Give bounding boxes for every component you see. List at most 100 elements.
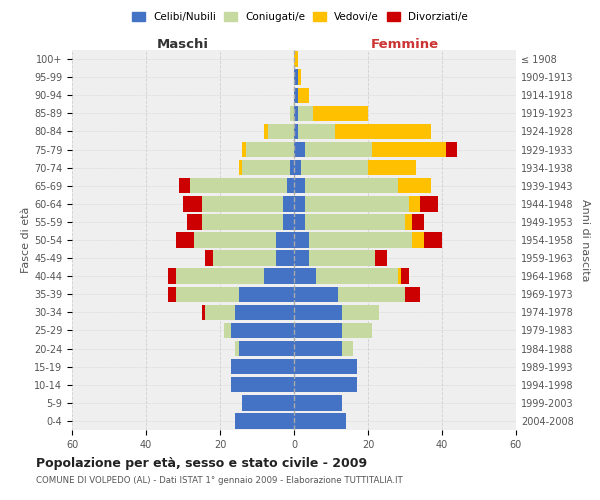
Bar: [294, 160, 301, 176]
Bar: [342, 323, 372, 338]
Bar: [368, 160, 416, 176]
Bar: [398, 178, 431, 194]
Bar: [313, 106, 368, 121]
Bar: [202, 214, 283, 230]
Bar: [194, 232, 275, 248]
Bar: [294, 124, 298, 139]
Bar: [342, 341, 353, 356]
Bar: [202, 196, 283, 212]
Bar: [179, 178, 190, 194]
Bar: [305, 214, 405, 230]
Bar: [316, 268, 398, 284]
Bar: [412, 214, 424, 230]
Bar: [294, 341, 342, 356]
Bar: [275, 232, 294, 248]
Bar: [420, 196, 438, 212]
Text: COMUNE DI VOLPEDO (AL) - Dati ISTAT 1° gennaio 2009 - Elaborazione TUTTITALIA.IT: COMUNE DI VOLPEDO (AL) - Dati ISTAT 1° g…: [36, 476, 403, 485]
Bar: [294, 88, 298, 103]
Bar: [309, 232, 412, 248]
Bar: [242, 160, 290, 176]
Bar: [298, 88, 309, 103]
Bar: [294, 214, 305, 230]
Bar: [335, 124, 431, 139]
Bar: [294, 377, 357, 392]
Bar: [398, 268, 401, 284]
Bar: [235, 414, 294, 428]
Bar: [176, 286, 239, 302]
Bar: [287, 178, 294, 194]
Bar: [409, 196, 420, 212]
Bar: [283, 214, 294, 230]
Bar: [275, 250, 294, 266]
Text: Popolazione per età, sesso e stato civile - 2009: Popolazione per età, sesso e stato civil…: [36, 458, 367, 470]
Bar: [294, 70, 298, 85]
Bar: [372, 142, 446, 157]
Bar: [446, 142, 457, 157]
Bar: [290, 160, 294, 176]
Bar: [168, 286, 176, 302]
Bar: [401, 268, 409, 284]
Y-axis label: Anni di nascita: Anni di nascita: [580, 198, 590, 281]
Bar: [294, 304, 342, 320]
Bar: [294, 414, 346, 428]
Bar: [239, 341, 294, 356]
Bar: [190, 178, 287, 194]
Bar: [242, 142, 246, 157]
Bar: [294, 106, 298, 121]
Bar: [235, 304, 294, 320]
Bar: [205, 250, 212, 266]
Bar: [298, 70, 301, 85]
Bar: [342, 304, 379, 320]
Bar: [412, 232, 424, 248]
Bar: [202, 304, 205, 320]
Legend: Celibi/Nubili, Coniugati/e, Vedovi/e, Divorziati/e: Celibi/Nubili, Coniugati/e, Vedovi/e, Di…: [128, 8, 472, 26]
Bar: [168, 268, 176, 284]
Bar: [294, 250, 309, 266]
Bar: [265, 124, 268, 139]
Bar: [376, 250, 386, 266]
Bar: [305, 178, 398, 194]
Bar: [224, 323, 231, 338]
Bar: [298, 106, 313, 121]
Bar: [265, 268, 294, 284]
Bar: [294, 359, 357, 374]
Bar: [212, 250, 275, 266]
Bar: [294, 52, 298, 66]
Bar: [246, 142, 294, 157]
Bar: [294, 142, 305, 157]
Bar: [294, 232, 309, 248]
Text: Femmine: Femmine: [371, 38, 439, 51]
Bar: [231, 323, 294, 338]
Bar: [405, 214, 412, 230]
Bar: [205, 304, 235, 320]
Bar: [294, 196, 305, 212]
Text: Maschi: Maschi: [157, 38, 209, 51]
Y-axis label: Fasce di età: Fasce di età: [21, 207, 31, 273]
Bar: [231, 377, 294, 392]
Bar: [283, 196, 294, 212]
Bar: [301, 160, 368, 176]
Bar: [231, 359, 294, 374]
Bar: [187, 214, 202, 230]
Bar: [242, 395, 294, 410]
Bar: [338, 286, 405, 302]
Bar: [235, 341, 239, 356]
Bar: [176, 268, 265, 284]
Bar: [305, 196, 409, 212]
Bar: [309, 250, 376, 266]
Bar: [298, 124, 335, 139]
Bar: [268, 124, 294, 139]
Bar: [424, 232, 442, 248]
Bar: [294, 323, 342, 338]
Bar: [183, 196, 202, 212]
Bar: [176, 232, 194, 248]
Bar: [305, 142, 372, 157]
Bar: [294, 286, 338, 302]
Bar: [294, 395, 342, 410]
Bar: [239, 160, 242, 176]
Bar: [290, 106, 294, 121]
Bar: [294, 268, 316, 284]
Bar: [294, 178, 305, 194]
Bar: [405, 286, 420, 302]
Bar: [239, 286, 294, 302]
